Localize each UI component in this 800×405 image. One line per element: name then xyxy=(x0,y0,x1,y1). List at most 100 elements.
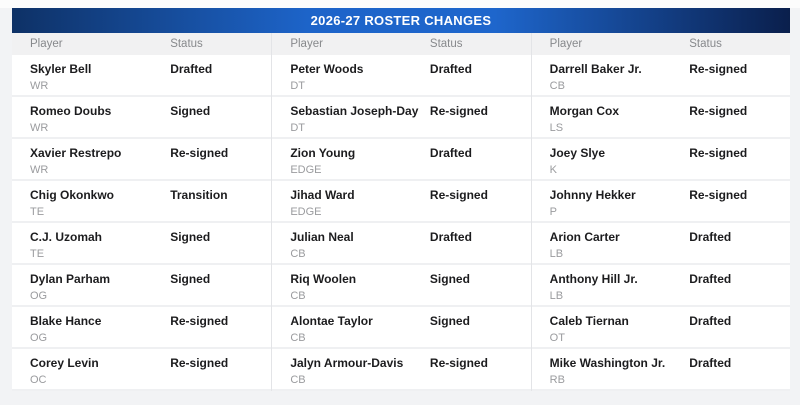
page-title: 2026-27 ROSTER CHANGES xyxy=(310,13,492,28)
table-row: Zion Young EDGE Drafted xyxy=(272,139,531,181)
group-header: Player Status xyxy=(531,33,790,55)
player-cell: Anthony Hill Jr. LB xyxy=(532,272,690,305)
table-row: Skyler Bell WR Drafted xyxy=(12,55,272,97)
player-position: RB xyxy=(549,374,565,386)
player-status: Re-signed xyxy=(689,188,748,202)
table-row: Mike Washington Jr. RB Drafted xyxy=(531,349,790,391)
table-row: Darrell Baker Jr. CB Re-signed xyxy=(531,55,790,97)
player-position: OG xyxy=(30,332,48,344)
player-cell: Peter Woods DT xyxy=(272,62,430,95)
player-status: Re-signed xyxy=(689,146,748,160)
player-status: Signed xyxy=(170,230,211,244)
player-status: Signed xyxy=(429,314,470,328)
player-cell: Sebastian Joseph-Day DT xyxy=(272,104,430,137)
player-status: Re-signed xyxy=(429,104,488,118)
player-cell: Arion Carter LB xyxy=(532,230,690,263)
player-position: DT xyxy=(290,80,305,92)
table-row: Anthony Hill Jr. LB Drafted xyxy=(531,265,790,307)
player-name: Johnny Hekker xyxy=(549,188,636,202)
player-position: WR xyxy=(30,122,49,134)
player-cell: Joey Slye K xyxy=(532,146,690,179)
player-status: Re-signed xyxy=(429,188,488,202)
player-cell: Skyler Bell WR xyxy=(12,62,170,95)
player-status: Signed xyxy=(170,104,211,118)
table-row: C.J. Uzomah TE Signed xyxy=(12,223,272,265)
page-top-strip xyxy=(0,0,800,8)
player-status: Drafted xyxy=(689,272,732,286)
player-cell: Morgan Cox LS xyxy=(532,104,690,137)
column-header-player: Player xyxy=(290,38,323,50)
player-cell: Xavier Restrepo WR xyxy=(12,146,170,179)
player-status: Re-signed xyxy=(170,356,229,370)
player-cell: Corey Levin OC xyxy=(12,356,170,389)
player-cell: Chig Okonkwo TE xyxy=(12,188,170,221)
player-name: Corey Levin xyxy=(30,356,99,370)
player-cell: Darrell Baker Jr. CB xyxy=(532,62,690,95)
roster-group: Player Status Skyler Bell WR Drafted Rom… xyxy=(12,33,272,391)
player-name: Jalyn Armour-Davis xyxy=(290,356,404,370)
player-position: CB xyxy=(290,290,306,302)
column-header-status: Status xyxy=(170,38,203,50)
player-position: TE xyxy=(30,206,45,218)
table-row: Arion Carter LB Drafted xyxy=(531,223,790,265)
player-position: CB xyxy=(290,332,306,344)
player-position: LB xyxy=(549,248,564,260)
player-cell: Mike Washington Jr. RB xyxy=(532,356,690,389)
table-row: Morgan Cox LS Re-signed xyxy=(531,97,790,139)
table-row: Chig Okonkwo TE Transition xyxy=(12,181,272,223)
player-position: CB xyxy=(290,374,306,386)
player-status: Transition xyxy=(170,188,228,202)
player-name: Morgan Cox xyxy=(549,104,619,118)
player-name: Alontae Taylor xyxy=(290,314,373,328)
player-position: CB xyxy=(290,248,306,260)
player-status: Drafted xyxy=(689,230,732,244)
table-row: Romeo Doubs WR Signed xyxy=(12,97,272,139)
player-status: Drafted xyxy=(170,62,213,76)
player-name: Riq Woolen xyxy=(290,272,357,286)
table-row: Peter Woods DT Drafted xyxy=(272,55,531,97)
player-name: Jihad Ward xyxy=(290,188,355,202)
table-row: Caleb Tiernan OT Drafted xyxy=(531,307,790,349)
player-position: WR xyxy=(30,164,49,176)
table-row: Blake Hance OG Re-signed xyxy=(12,307,272,349)
table-row: Alontae Taylor CB Signed xyxy=(272,307,531,349)
player-status: Re-signed xyxy=(689,104,748,118)
player-name: Sebastian Joseph-Day xyxy=(290,104,419,118)
roster-group: Player Status Darrell Baker Jr. CB Re-si… xyxy=(530,33,790,391)
player-status: Drafted xyxy=(429,230,472,244)
player-cell: Caleb Tiernan OT xyxy=(532,314,690,347)
player-name: Chig Okonkwo xyxy=(30,188,114,202)
player-position: DT xyxy=(290,122,305,134)
column-header-player: Player xyxy=(30,38,63,50)
table-row: Xavier Restrepo WR Re-signed xyxy=(12,139,272,181)
player-status: Drafted xyxy=(689,314,732,328)
player-name: Blake Hance xyxy=(30,314,102,328)
player-position: LS xyxy=(549,122,564,134)
player-cell: Alontae Taylor CB xyxy=(272,314,430,347)
group-body: Skyler Bell WR Drafted Romeo Doubs WR Si… xyxy=(12,55,272,391)
table-row: Corey Levin OC Re-signed xyxy=(12,349,272,391)
player-status: Re-signed xyxy=(170,314,229,328)
player-cell: Johnny Hekker P xyxy=(532,188,690,221)
group-body: Peter Woods DT Drafted Sebastian Joseph-… xyxy=(272,55,531,391)
roster-changes-widget: 2026-27 ROSTER CHANGES Player Status Sky… xyxy=(12,8,790,391)
player-name: Darrell Baker Jr. xyxy=(549,62,642,76)
roster-table[interactable]: Player Status Skyler Bell WR Drafted Rom… xyxy=(12,33,790,391)
player-status: Drafted xyxy=(429,146,472,160)
player-status: Signed xyxy=(429,272,470,286)
player-name: C.J. Uzomah xyxy=(30,230,103,244)
player-name: Joey Slye xyxy=(549,146,606,160)
player-cell: Jalyn Armour-Davis CB xyxy=(272,356,430,389)
player-cell: Blake Hance OG xyxy=(12,314,170,347)
player-position: EDGE xyxy=(290,164,322,176)
player-status: Drafted xyxy=(429,62,472,76)
column-header-status: Status xyxy=(429,38,463,50)
table-row: Julian Neal CB Drafted xyxy=(272,223,531,265)
player-position: OT xyxy=(549,332,565,344)
player-position: EDGE xyxy=(290,206,322,218)
player-name: Romeo Doubs xyxy=(30,104,112,118)
player-name: Dylan Parham xyxy=(30,272,111,286)
table-row: Joey Slye K Re-signed xyxy=(531,139,790,181)
player-cell: Riq Woolen CB xyxy=(272,272,430,305)
player-position: TE xyxy=(30,248,45,260)
